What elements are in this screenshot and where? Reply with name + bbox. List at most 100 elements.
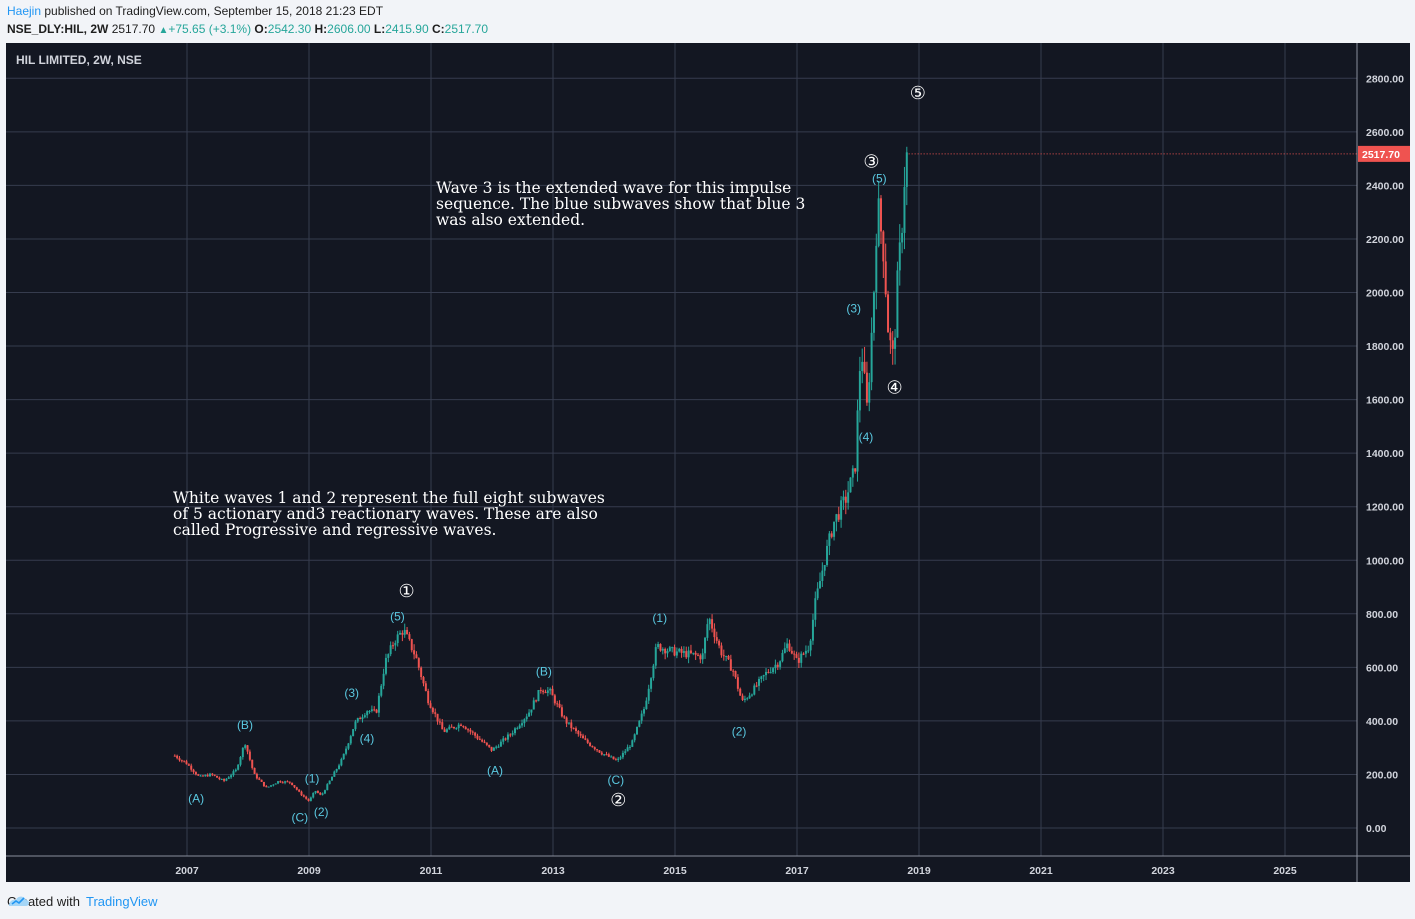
candle-body bbox=[539, 690, 542, 692]
candle-body bbox=[739, 688, 742, 696]
candle-body bbox=[668, 647, 671, 651]
candle-body bbox=[220, 779, 223, 781]
y-tick-label: 1800.00 bbox=[1366, 341, 1404, 353]
candle-body bbox=[314, 791, 317, 793]
candle-body bbox=[211, 773, 214, 775]
candle-body bbox=[450, 726, 453, 728]
candle-body bbox=[328, 780, 331, 785]
candle-body bbox=[718, 640, 721, 646]
candle-body bbox=[847, 492, 850, 503]
candle-body bbox=[628, 746, 631, 748]
candle-body bbox=[811, 619, 814, 641]
author-link[interactable]: Haejin bbox=[7, 4, 42, 18]
candle-body bbox=[417, 658, 420, 668]
candle-body bbox=[185, 761, 188, 765]
candle-body bbox=[835, 514, 838, 522]
chart-area[interactable]: 0.00 200.00 400.00 600.00 800.00 1000.00 1200.… bbox=[6, 43, 1410, 882]
candle-body bbox=[689, 650, 692, 654]
candle-body bbox=[894, 337, 897, 349]
candle-body bbox=[544, 692, 547, 694]
candle-body bbox=[431, 707, 434, 713]
candle-body bbox=[654, 647, 657, 666]
candle-body bbox=[255, 773, 258, 779]
candle-body bbox=[194, 772, 197, 775]
candle-body bbox=[499, 741, 502, 747]
y-tick-label: 400.00 bbox=[1366, 716, 1398, 728]
white-wave-label: ⑤ bbox=[910, 83, 926, 104]
blue-wave-label: (2) bbox=[314, 805, 329, 819]
candle-body bbox=[178, 758, 181, 761]
candle-body bbox=[380, 685, 383, 696]
candle-body bbox=[223, 779, 226, 781]
candle-body bbox=[823, 565, 826, 571]
candle-body bbox=[258, 778, 261, 780]
candle-body bbox=[537, 690, 540, 702]
candle-body bbox=[612, 756, 615, 760]
candle-body bbox=[795, 654, 798, 658]
candle-body bbox=[370, 709, 373, 711]
y-tick-label: 2400.00 bbox=[1366, 180, 1404, 192]
candle-body bbox=[246, 745, 249, 752]
candle-body bbox=[330, 776, 333, 781]
candle-body bbox=[704, 637, 707, 654]
candle-body bbox=[253, 767, 256, 774]
candle-body bbox=[872, 292, 875, 333]
candle-body bbox=[319, 792, 322, 795]
candle-body bbox=[345, 748, 348, 754]
candle-body bbox=[230, 775, 233, 778]
candle-body bbox=[492, 747, 495, 751]
candle-body bbox=[474, 732, 477, 736]
candle-body bbox=[528, 712, 531, 717]
white-wave-label: ① bbox=[399, 581, 415, 602]
candle-body bbox=[410, 639, 413, 651]
candle-body bbox=[757, 679, 760, 686]
last-price-tag-text: 2517.70 bbox=[1362, 149, 1400, 161]
candle-body bbox=[732, 670, 735, 672]
price-chart[interactable]: 0.00 200.00 400.00 600.00 800.00 1000.00 1200.… bbox=[6, 43, 1410, 882]
y-tick-label: 1600.00 bbox=[1366, 395, 1404, 407]
candle-body bbox=[821, 570, 824, 582]
candle-body bbox=[424, 683, 427, 691]
last-price: 2517.70 bbox=[111, 22, 156, 36]
white-wave-label: ④ bbox=[887, 378, 903, 399]
candle-body bbox=[227, 777, 230, 779]
candle-body bbox=[485, 742, 488, 745]
candle-body bbox=[802, 653, 805, 655]
candle-body bbox=[483, 741, 486, 743]
candle-body bbox=[443, 729, 446, 732]
candle-body bbox=[457, 724, 460, 729]
candle-body bbox=[877, 198, 880, 246]
candle-body bbox=[851, 468, 854, 478]
candle-body bbox=[464, 727, 467, 730]
candle-body bbox=[856, 410, 859, 472]
candle-body bbox=[617, 758, 620, 760]
chart-title: HIL LIMITED, 2W, NSE bbox=[16, 53, 142, 67]
tradingview-link[interactable]: TradingView bbox=[85, 894, 158, 909]
candle-body bbox=[666, 650, 669, 654]
candle-body bbox=[861, 361, 864, 372]
candle-body bbox=[359, 718, 362, 720]
candle-body bbox=[631, 740, 634, 747]
candle-body bbox=[591, 745, 594, 748]
candle-body bbox=[755, 685, 758, 687]
candle-body bbox=[565, 717, 568, 724]
candle-body bbox=[593, 747, 596, 750]
candle-body bbox=[218, 777, 221, 780]
blue-wave-label: (1) bbox=[652, 611, 667, 625]
candle-body bbox=[234, 769, 237, 772]
blue-wave-label: (C) bbox=[607, 773, 624, 787]
candle-body bbox=[542, 690, 545, 693]
blue-wave-label: (B) bbox=[237, 718, 253, 732]
candle-body bbox=[800, 653, 803, 663]
x-tick-label: 2021 bbox=[1029, 865, 1053, 877]
candle-body bbox=[849, 477, 852, 493]
wave3-annotation: Wave 3 is the extended wave for this imp… bbox=[436, 179, 806, 229]
candle-body bbox=[680, 648, 683, 653]
blue-wave-label: (3) bbox=[846, 302, 861, 316]
candle-body bbox=[896, 270, 899, 338]
symbol-label: NSE_DLY:HIL, 2W bbox=[7, 22, 109, 36]
candle-body bbox=[532, 700, 535, 710]
candle-body bbox=[302, 795, 305, 797]
candle-body bbox=[391, 645, 394, 647]
candle-body bbox=[598, 750, 601, 753]
